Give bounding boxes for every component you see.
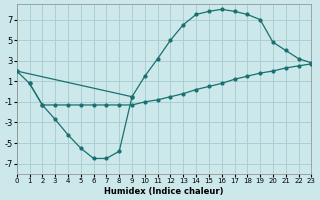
X-axis label: Humidex (Indice chaleur): Humidex (Indice chaleur) (104, 187, 224, 196)
